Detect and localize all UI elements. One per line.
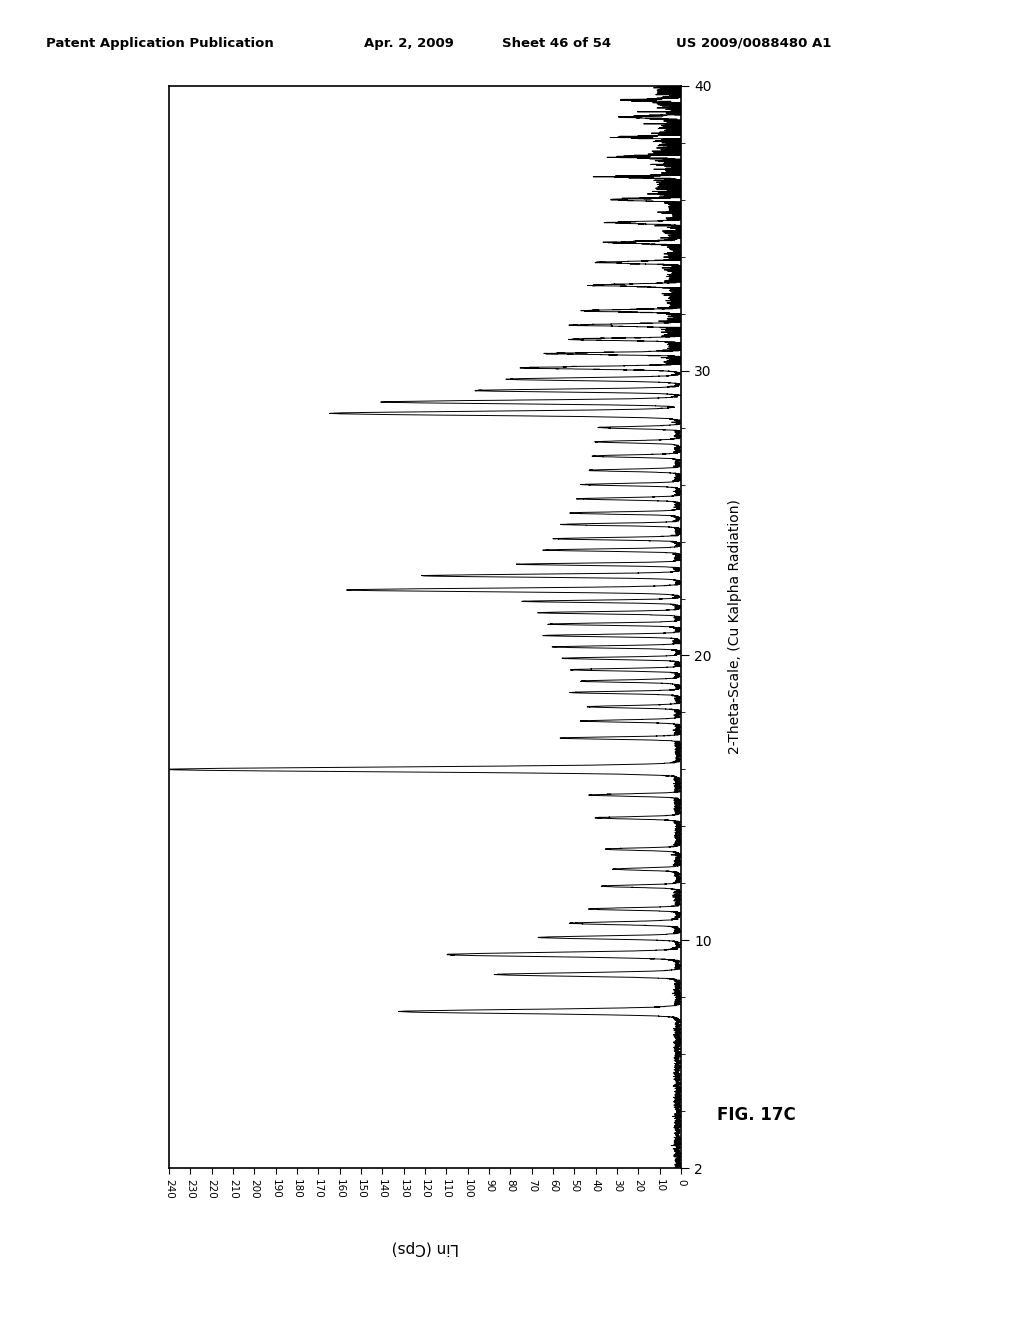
Y-axis label: 2-Theta-Scale, (Cu Kalpha Radiation): 2-Theta-Scale, (Cu Kalpha Radiation) — [728, 499, 742, 755]
Text: FIG. 17C: FIG. 17C — [717, 1106, 796, 1125]
X-axis label: Lin (Cps): Lin (Cps) — [391, 1239, 459, 1255]
Text: Apr. 2, 2009: Apr. 2, 2009 — [364, 37, 454, 50]
Text: Sheet 46 of 54: Sheet 46 of 54 — [502, 37, 611, 50]
Text: US 2009/0088480 A1: US 2009/0088480 A1 — [676, 37, 831, 50]
Text: Patent Application Publication: Patent Application Publication — [46, 37, 273, 50]
